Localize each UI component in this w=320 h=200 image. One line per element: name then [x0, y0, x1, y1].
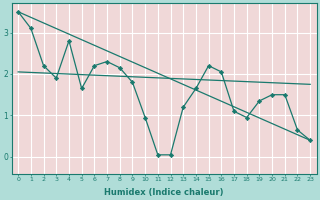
X-axis label: Humidex (Indice chaleur): Humidex (Indice chaleur): [104, 188, 224, 197]
